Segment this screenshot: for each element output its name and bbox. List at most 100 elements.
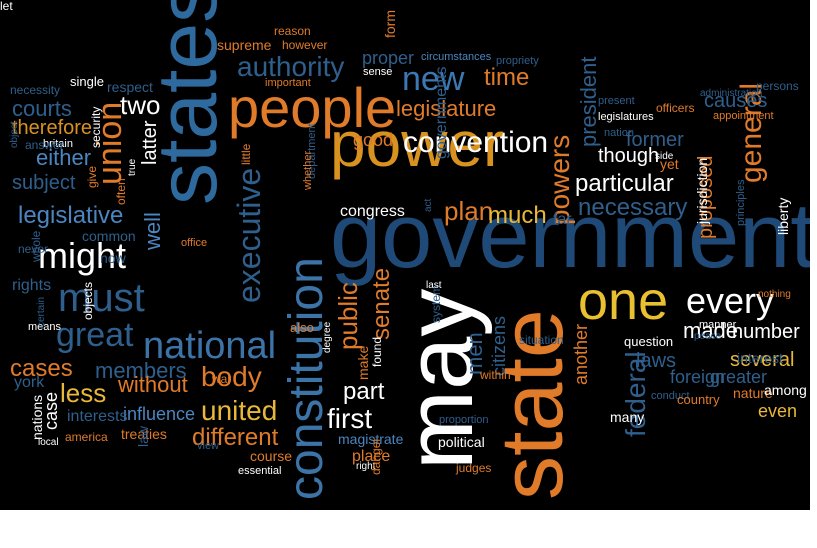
word: course	[250, 448, 293, 464]
word: circumstances	[421, 51, 492, 63]
word: treaties	[121, 426, 167, 442]
word-cloud: government states may state power people const…	[0, 0, 810, 510]
word: interests	[67, 408, 128, 425]
word: never	[18, 242, 49, 256]
word: less	[60, 378, 107, 408]
word: several	[730, 349, 795, 371]
word: rights	[12, 277, 52, 294]
word: different	[192, 424, 279, 451]
word: cases	[10, 355, 73, 382]
word: far	[553, 211, 572, 228]
word: object	[9, 121, 20, 148]
word: even	[758, 401, 798, 421]
word: also	[290, 320, 314, 335]
word: appointment	[713, 110, 774, 122]
word: though	[598, 145, 660, 167]
word: body	[201, 361, 262, 392]
word: members	[95, 358, 187, 383]
word: common	[82, 228, 136, 244]
word: interest	[737, 350, 783, 366]
word: means	[28, 321, 62, 333]
word: citizens	[489, 315, 509, 376]
word: national	[143, 325, 277, 367]
word: greater	[710, 367, 768, 387]
word: yet	[660, 156, 679, 172]
word: laws	[636, 350, 677, 372]
word: america	[65, 430, 108, 444]
word: two	[120, 90, 161, 120]
word: local	[38, 437, 59, 448]
word: supreme	[217, 37, 272, 53]
word: propriety	[496, 55, 539, 67]
word: influence	[123, 404, 196, 424]
word: therefore	[12, 117, 93, 139]
word: let	[0, 0, 13, 13]
word: people	[228, 76, 397, 139]
word: view	[197, 440, 220, 452]
word: side	[655, 151, 674, 162]
word: security	[89, 106, 103, 148]
word: objects	[81, 281, 95, 320]
word: without	[118, 372, 188, 397]
word: question	[624, 334, 674, 349]
word: york	[14, 374, 45, 391]
word: liberty	[775, 197, 791, 235]
word: congress	[340, 203, 405, 220]
word: great	[56, 316, 134, 354]
word: good	[353, 130, 394, 150]
word: nature	[733, 385, 773, 401]
word: manner	[699, 319, 737, 331]
word: political	[438, 434, 485, 450]
word: either	[36, 145, 92, 170]
word: particular	[575, 170, 674, 197]
word: within	[480, 368, 511, 382]
word: among	[764, 382, 807, 398]
word: single	[70, 74, 104, 89]
word: often	[114, 178, 128, 205]
word: another	[571, 323, 591, 385]
word: necessity	[10, 83, 61, 97]
word: legislatures	[598, 111, 654, 123]
word: officers	[656, 101, 695, 115]
word: made	[683, 318, 739, 343]
word: necessary	[578, 194, 688, 221]
word: authority	[237, 51, 345, 82]
word: conduct	[651, 390, 690, 402]
word: situation	[519, 333, 564, 347]
word: latter	[139, 120, 161, 165]
word: public	[333, 282, 363, 350]
word: britain	[43, 138, 73, 150]
word: persons	[756, 79, 799, 93]
word: well	[140, 212, 165, 250]
word: every	[686, 280, 775, 321]
word: form	[382, 10, 398, 38]
word: courts	[12, 96, 72, 121]
word: part	[343, 378, 385, 405]
word: subject	[12, 172, 76, 194]
word: magistrate	[338, 431, 404, 447]
word: legislature	[396, 96, 497, 121]
word: causes	[704, 90, 768, 112]
word: act	[423, 198, 434, 212]
word: nothing	[758, 289, 791, 300]
word: give	[85, 165, 99, 188]
word: former	[626, 129, 684, 151]
word: peace	[694, 331, 722, 342]
word: nations	[29, 394, 45, 440]
word: proper	[362, 48, 415, 68]
word: nation	[604, 127, 634, 139]
word: reason	[274, 24, 311, 38]
word: whole	[29, 230, 43, 262]
word: important	[265, 77, 311, 89]
word: answer	[25, 138, 64, 152]
word: judges	[456, 461, 492, 475]
word: make	[355, 345, 371, 380]
word: convention	[403, 126, 549, 159]
word: plan	[444, 196, 494, 226]
word: little	[239, 143, 253, 165]
word: law	[135, 425, 151, 447]
word: one	[578, 271, 669, 331]
word: senate	[368, 267, 395, 340]
word: last	[426, 280, 442, 291]
word: time	[484, 64, 530, 91]
